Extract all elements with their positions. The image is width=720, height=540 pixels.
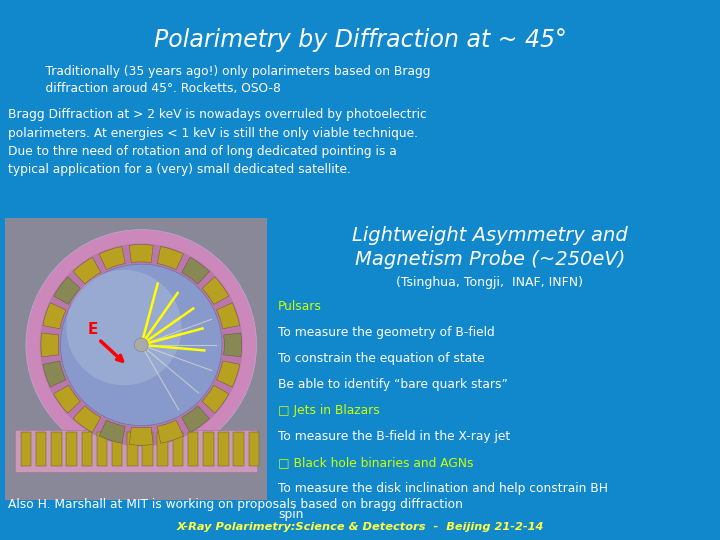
Bar <box>127 433 138 466</box>
Circle shape <box>40 244 243 447</box>
Wedge shape <box>130 245 153 262</box>
Text: X-Ray Polarimetry:Science & Detectors  -  Beijing 21-2-14: X-Ray Polarimetry:Science & Detectors - … <box>176 522 544 532</box>
Wedge shape <box>224 333 241 357</box>
Text: Lightweight Asymmetry and: Lightweight Asymmetry and <box>352 226 628 245</box>
Wedge shape <box>181 258 210 284</box>
Text: E: E <box>88 322 98 338</box>
Bar <box>233 433 244 466</box>
Circle shape <box>26 230 256 460</box>
Circle shape <box>60 264 222 426</box>
Text: To constrain the equation of state: To constrain the equation of state <box>278 352 485 365</box>
Wedge shape <box>157 246 184 269</box>
Bar <box>158 433 168 466</box>
Wedge shape <box>43 303 66 329</box>
Wedge shape <box>217 361 240 387</box>
Text: □ Jets in Blazars: □ Jets in Blazars <box>278 404 379 417</box>
Text: spin: spin <box>278 508 303 521</box>
Text: Also H. Marshall at MIT is working on proposals based on bragg diffraction: Also H. Marshall at MIT is working on pr… <box>8 498 463 511</box>
Bar <box>173 433 183 466</box>
Bar <box>81 433 92 466</box>
Circle shape <box>66 270 181 385</box>
Text: (Tsinghua, Tongji,  INAF, INFN): (Tsinghua, Tongji, INAF, INFN) <box>397 276 583 289</box>
Text: To measure the B-field in the X-ray jet: To measure the B-field in the X-ray jet <box>278 430 510 443</box>
Bar <box>51 433 62 466</box>
Wedge shape <box>41 333 59 357</box>
Wedge shape <box>130 427 153 445</box>
Bar <box>188 433 198 466</box>
Wedge shape <box>181 406 210 433</box>
Wedge shape <box>43 361 66 387</box>
Bar <box>143 433 153 466</box>
Text: diffraction aroud 45°. Rocketts, OSO-8: diffraction aroud 45°. Rocketts, OSO-8 <box>30 82 281 95</box>
Text: Magnetism Probe (~250eV): Magnetism Probe (~250eV) <box>355 250 625 269</box>
Wedge shape <box>54 386 81 413</box>
Text: To measure the geometry of B-field: To measure the geometry of B-field <box>278 326 495 339</box>
Wedge shape <box>54 276 81 305</box>
Bar <box>21 433 31 466</box>
Bar <box>248 433 259 466</box>
Wedge shape <box>99 420 125 443</box>
Bar <box>66 433 77 466</box>
Bar <box>112 433 122 466</box>
Text: Traditionally (35 years ago!) only polarimeters based on Bragg: Traditionally (35 years ago!) only polar… <box>30 65 431 78</box>
Text: Polarimetry by Diffraction at ~ 45°: Polarimetry by Diffraction at ~ 45° <box>153 28 567 52</box>
Text: Pulsars: Pulsars <box>278 300 322 313</box>
Wedge shape <box>73 406 101 433</box>
Text: To measure the disk inclination and help constrain BH: To measure the disk inclination and help… <box>278 482 608 495</box>
Wedge shape <box>99 246 125 269</box>
Wedge shape <box>202 276 229 305</box>
Text: □ Black hole binaries and AGNs: □ Black hole binaries and AGNs <box>278 456 474 469</box>
Bar <box>203 433 214 466</box>
Bar <box>36 433 46 466</box>
Bar <box>16 429 256 472</box>
Bar <box>5 218 267 500</box>
Bar <box>218 433 229 466</box>
Wedge shape <box>217 303 240 329</box>
Wedge shape <box>157 420 184 443</box>
Text: Bragg Diffraction at > 2 keV is nowadays overruled by photoelectric
polarimeters: Bragg Diffraction at > 2 keV is nowadays… <box>8 108 427 177</box>
Bar <box>96 433 107 466</box>
Text: Be able to identify “bare quark stars”: Be able to identify “bare quark stars” <box>278 378 508 391</box>
Circle shape <box>135 338 148 352</box>
Wedge shape <box>202 386 229 413</box>
Wedge shape <box>73 258 101 284</box>
